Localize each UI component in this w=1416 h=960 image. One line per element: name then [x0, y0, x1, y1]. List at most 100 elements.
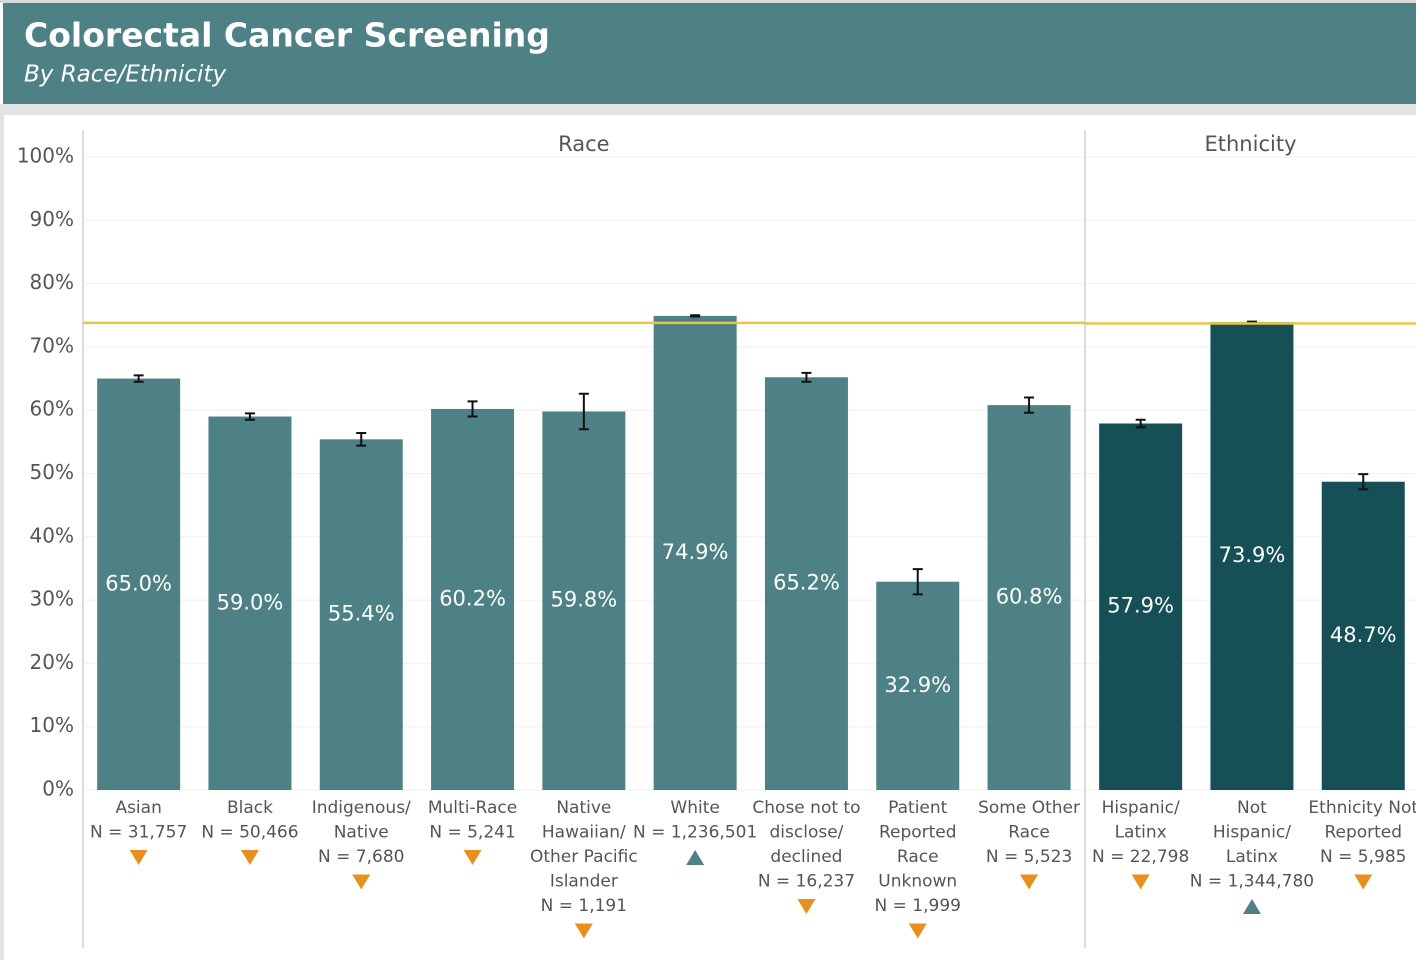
x-category-label: declined: [770, 847, 842, 867]
x-category-label: Indigenous/: [312, 798, 411, 818]
y-tick-label: 80%: [30, 270, 74, 294]
error-bar: [356, 431, 367, 447]
indicator: [129, 850, 148, 865]
x-category-label: Other Pacific: [530, 847, 638, 867]
x-category-label: Native: [334, 823, 389, 843]
n-label: N = 7,680: [318, 847, 404, 867]
bar: [208, 416, 292, 790]
value-label: 48.7%: [1330, 623, 1397, 647]
header: [3, 3, 1416, 104]
y-tick-label: 10%: [30, 713, 74, 737]
x-category-label: Multi-Race: [428, 798, 517, 818]
x-category-label: Hispanic/: [1102, 798, 1180, 818]
n-label: N = 5,241: [429, 823, 515, 843]
x-category-label: Latinx: [1226, 847, 1278, 867]
plot: Race 0% 10% 20% 30% 40% 50% 60% 70% 80% 90% 100% 65.…: [17, 130, 1416, 948]
error-bar: [133, 374, 144, 383]
panel-title: Ethnicity: [1205, 132, 1297, 156]
x-category-label: Native: [556, 798, 611, 818]
value-label: 32.9%: [884, 673, 951, 697]
x-category-label: Reported: [1324, 823, 1402, 843]
x-category-label: Hispanic/: [1213, 823, 1291, 843]
indicator: [1354, 874, 1373, 890]
error-bar: [467, 400, 478, 418]
bar: [653, 315, 737, 790]
x-category-label: Asian: [115, 798, 161, 818]
error-bar: [1135, 418, 1146, 429]
indicator: [240, 850, 259, 865]
value-label: 59.8%: [550, 588, 617, 612]
indicator: [797, 899, 816, 914]
y-tick-label: 20%: [30, 650, 74, 674]
n-label: N = 1,999: [875, 896, 961, 916]
x-category-label: Ethnicity Not: [1308, 798, 1416, 818]
bar: [97, 378, 181, 790]
x-category-label: Not: [1237, 798, 1267, 818]
x-category-label: Unknown: [878, 872, 957, 892]
page-title: Colorectal Cancer Screening: [24, 16, 550, 55]
x-category-label: Latinx: [1115, 823, 1167, 843]
bar: [876, 581, 960, 790]
n-label: N = 1,344,780: [1190, 872, 1314, 892]
y-tick-label: 40%: [30, 523, 74, 547]
error-bar: [690, 314, 701, 318]
error-bar: [1024, 396, 1035, 414]
bar: [987, 405, 1071, 790]
x-category-label: Patient: [888, 798, 948, 818]
y-tick-label: 30%: [30, 587, 74, 611]
error-bar: [578, 392, 589, 431]
indicator: [352, 874, 371, 890]
bar: [542, 411, 626, 790]
x-category-label: Reported: [879, 823, 957, 843]
value-label: 65.0%: [105, 571, 172, 595]
n-label: N = 5,523: [986, 847, 1072, 867]
n-label: N = 1,191: [541, 896, 627, 916]
indicator: [908, 923, 927, 939]
indicator: [686, 850, 705, 865]
y-tick-label: 100%: [17, 144, 74, 168]
n-label: N = 22,798: [1092, 847, 1189, 867]
indicator: [574, 923, 593, 939]
left-border: [0, 104, 4, 960]
n-label: N = 5,985: [1320, 847, 1406, 867]
indicator: [1242, 899, 1261, 914]
indicator: [463, 850, 482, 865]
value-label: 55.4%: [328, 602, 395, 626]
bar: [1099, 423, 1183, 790]
value-label: 60.8%: [996, 585, 1063, 609]
n-label: N = 1,236,501: [633, 823, 757, 843]
x-category-label: White: [670, 798, 719, 818]
x-category-label: Some Other: [978, 798, 1080, 818]
y-tick-label: 70%: [30, 333, 74, 357]
x-category-label: Chose not to: [752, 798, 860, 818]
n-label: N = 31,757: [90, 823, 187, 843]
value-label: 65.2%: [773, 571, 840, 595]
indicator: [1020, 874, 1039, 890]
top-border: [0, 0, 1416, 3]
header-gap: [0, 104, 1416, 115]
x-category-label: disclose/: [770, 823, 844, 843]
bar: [319, 439, 403, 790]
n-label: N = 16,237: [758, 872, 855, 892]
error-bar: [801, 371, 812, 383]
bar: [764, 377, 848, 790]
error-bar: [912, 568, 923, 596]
bar: [1321, 481, 1405, 790]
x-category-label: Race: [1008, 823, 1050, 843]
error-bar: [1358, 473, 1369, 491]
indicator: [1131, 874, 1150, 890]
y-tick-label: 90%: [30, 207, 74, 231]
value-label: 57.9%: [1107, 594, 1174, 618]
y-tick-label: 0%: [42, 777, 74, 801]
page-subtitle: By Race/Ethnicity: [24, 62, 226, 88]
bar: [431, 408, 515, 790]
panel-title: Race: [558, 132, 609, 156]
error-bar: [244, 412, 255, 421]
y-tick-label: 50%: [30, 460, 74, 484]
bar: [1210, 322, 1294, 790]
value-label: 60.2%: [439, 586, 506, 610]
y-tick-label: 60%: [30, 397, 74, 421]
x-category-label: Black: [227, 798, 273, 818]
x-category-label: Islander: [550, 872, 618, 892]
